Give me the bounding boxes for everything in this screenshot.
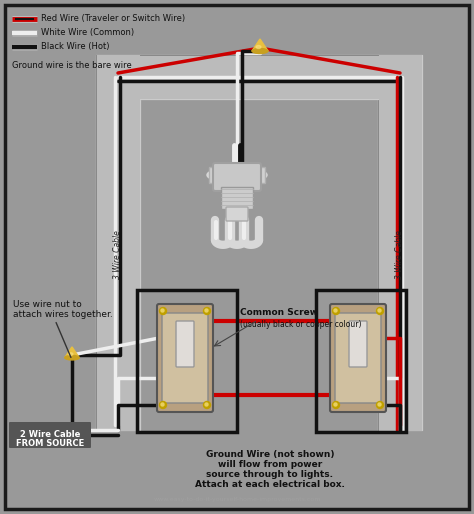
FancyBboxPatch shape (162, 313, 208, 403)
Ellipse shape (207, 167, 267, 183)
Circle shape (205, 309, 208, 312)
Text: will flow from power: will flow from power (218, 460, 322, 469)
Text: Ground wire is the bare wire: Ground wire is the bare wire (12, 61, 132, 70)
Text: Use wire nut to
attach wires together.: Use wire nut to attach wires together. (13, 300, 113, 319)
Polygon shape (252, 39, 268, 51)
Circle shape (205, 403, 208, 406)
Ellipse shape (256, 46, 261, 48)
Text: Ground Wire (not shown): Ground Wire (not shown) (206, 450, 334, 459)
Ellipse shape (252, 48, 268, 53)
Circle shape (203, 401, 210, 409)
FancyBboxPatch shape (157, 304, 213, 412)
Text: (usually black or copper colour): (usually black or copper colour) (240, 320, 362, 329)
FancyBboxPatch shape (9, 422, 91, 448)
Circle shape (203, 307, 210, 315)
FancyBboxPatch shape (335, 313, 381, 403)
Bar (137, 290, 237, 432)
Polygon shape (65, 347, 79, 358)
Text: 3 Wire Cable: 3 Wire Cable (113, 231, 122, 280)
Bar (316, 290, 406, 432)
Bar (209, 167, 265, 183)
FancyBboxPatch shape (213, 163, 261, 191)
Circle shape (378, 403, 381, 406)
Circle shape (332, 307, 339, 315)
Circle shape (334, 403, 337, 406)
FancyBboxPatch shape (330, 304, 386, 412)
Text: FROM SOURCE: FROM SOURCE (16, 439, 84, 448)
Circle shape (159, 401, 166, 409)
Text: Black Wire (Hot): Black Wire (Hot) (41, 43, 109, 51)
Text: www.easy-to-do-it-yourself-home-improvements.com: www.easy-to-do-it-yourself-home-improvem… (153, 498, 321, 503)
Circle shape (378, 309, 381, 312)
Circle shape (332, 401, 339, 409)
Text: Common Screw: Common Screw (240, 308, 318, 317)
Circle shape (376, 401, 383, 409)
Circle shape (159, 307, 166, 315)
Circle shape (161, 309, 164, 312)
Text: source through to lights.: source through to lights. (207, 470, 334, 479)
Text: Attach at each electrical box.: Attach at each electrical box. (195, 480, 345, 489)
Text: Red Wire (Traveler or Switch Wire): Red Wire (Traveler or Switch Wire) (41, 14, 185, 24)
Bar (221, 187, 253, 209)
Ellipse shape (65, 356, 79, 360)
Text: White Wire (Common): White Wire (Common) (41, 28, 134, 38)
Text: 3 Wire Cable: 3 Wire Cable (395, 231, 404, 280)
Circle shape (376, 307, 383, 315)
FancyBboxPatch shape (176, 321, 194, 367)
Circle shape (161, 403, 164, 406)
Circle shape (334, 309, 337, 312)
Text: 2 Wire Cable: 2 Wire Cable (20, 430, 80, 439)
FancyBboxPatch shape (226, 207, 248, 221)
Ellipse shape (68, 353, 73, 356)
FancyBboxPatch shape (349, 321, 367, 367)
